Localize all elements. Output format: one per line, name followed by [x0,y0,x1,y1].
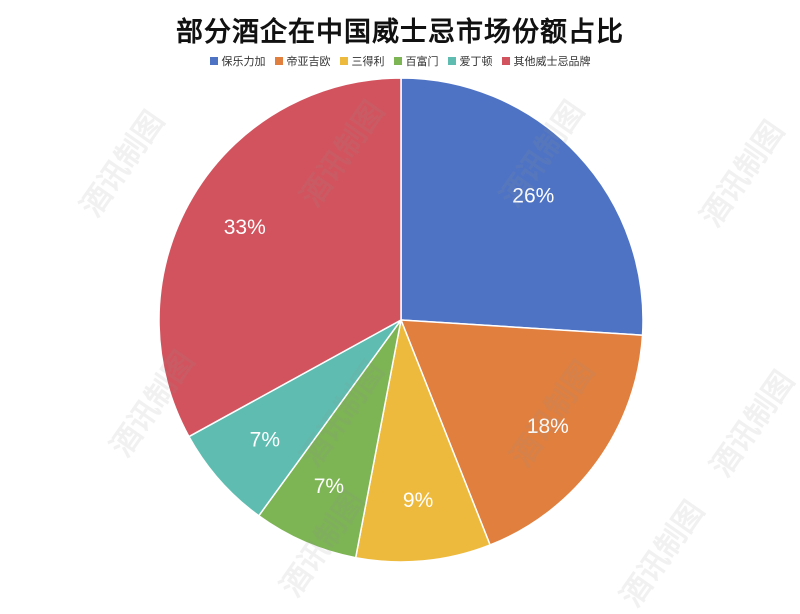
slice-data-label: 7% [250,429,280,452]
slice-data-label: 9% [403,489,433,512]
slice-data-label: 33% [224,216,266,239]
slice-data-label: 26% [512,184,554,207]
pie-chart: 26% 18% 9% 7% 7% 33% [0,0,800,580]
slice-data-label: 7% [314,475,344,498]
slice-data-label: 18% [527,415,569,438]
